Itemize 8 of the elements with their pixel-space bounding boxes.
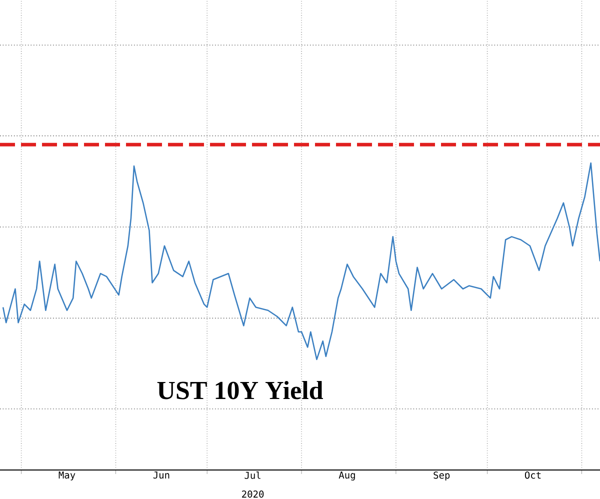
text: UST 10Y Yield	[157, 380, 324, 400]
x-tick-label: Jun	[153, 472, 170, 479]
x-axis-title: 2020	[242, 490, 264, 498]
x-tick-label: May	[58, 472, 76, 480]
x-tick-label: Oct	[524, 472, 541, 479]
x-tick-label: Aug	[338, 472, 355, 480]
x-tick-label: Jul	[244, 472, 260, 479]
x-tick-label: Sep	[434, 472, 450, 481]
